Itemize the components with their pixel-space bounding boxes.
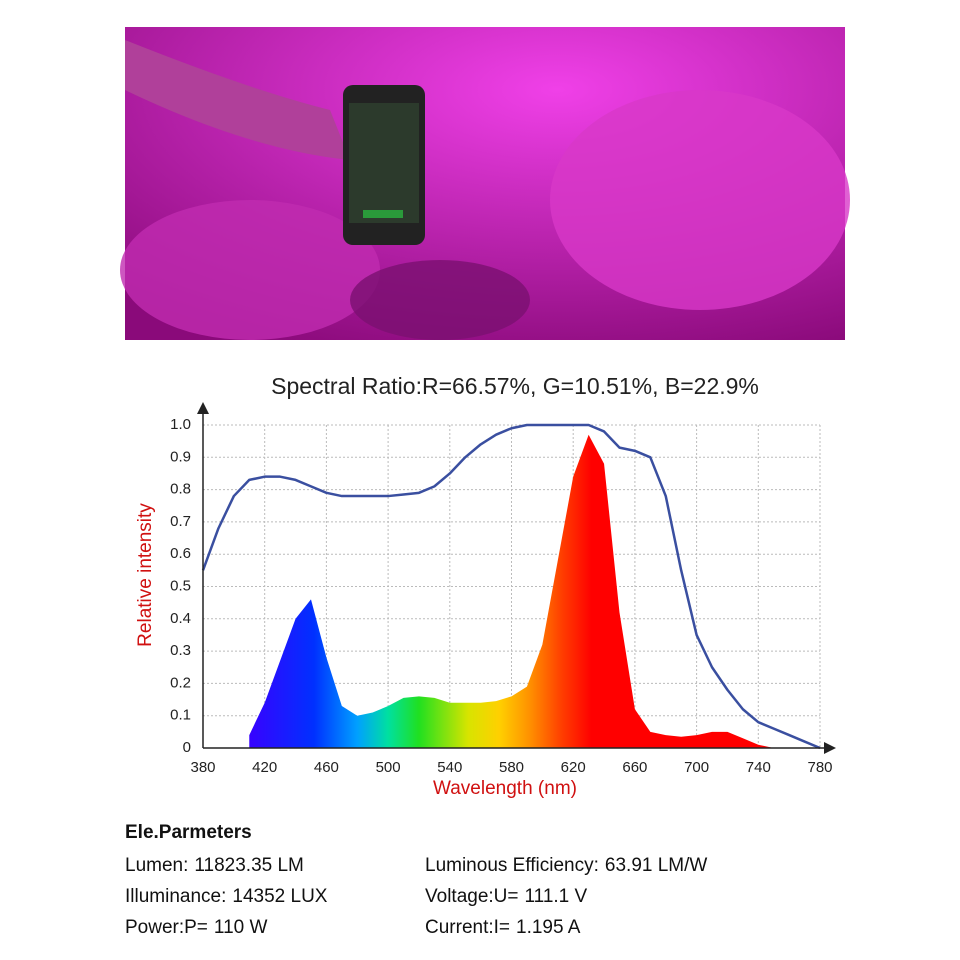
x-arrow [824,742,836,754]
x-tick-label: 500 [376,759,401,776]
x-tick-label: 460 [314,759,339,776]
parameter-value: 63.91 LM/W [604,855,708,876]
y-arrow [197,402,209,414]
y-tick-label: 0.9 [170,448,191,465]
parameter-label: Voltage:U= [425,886,519,907]
parameter-value: 111.1 V [524,886,588,907]
line [201,423,821,750]
y-axis-label: Relative intensity [135,503,156,647]
photo [120,27,850,340]
y-tick-label: 0.2 [170,674,191,691]
parameter-label: Current:I= [425,917,511,938]
x-tick-label: 540 [437,759,462,776]
parameter: Current:I= 1.195 A [425,917,580,939]
parameter-label: Illuminance: [125,886,227,907]
spectrum-area [249,434,774,748]
x-axis-label: Wavelength (nm) [433,778,577,799]
parameter-value: 110 W [213,917,268,938]
chart-title: Spectral Ratio:R=66.57%, G=10.51%, B=22.… [271,373,759,399]
y-tick-label: 0.1 [170,707,191,724]
parameter-value: 1.195 A [516,917,581,938]
parameter-label: Luminous Efficiency: [425,855,599,876]
x-tick-label: 420 [252,759,277,776]
y-tick-label: 0.7 [170,513,191,530]
parameter: Power:P= 110 W [125,917,267,939]
y-tick-label: 0.5 [170,577,191,594]
parameter: Voltage:U= 111.1 V [425,886,587,908]
parameter-label: Lumen: [125,855,189,876]
y-tick-label: 0 [183,739,191,756]
parameter: Illuminance: 14352 LUX [125,886,327,908]
x-tick-label: 660 [622,759,647,776]
parameter-value: 14352 LUX [232,886,328,907]
parameter: Lumen: 11823.35 LM [125,855,304,877]
y-tick-label: 0.6 [170,545,191,562]
parameter-value: 11823.35 LM [194,855,304,876]
x-tick-label: 700 [684,759,709,776]
x-tick-label: 380 [190,759,215,776]
y-tick-label: 0.8 [170,481,191,498]
parameter: Luminous Efficiency: 63.91 LM/W [425,855,707,877]
x-tick-label: 580 [499,759,524,776]
parameters-title: Ele.Parmeters [125,822,252,843]
x-tick-label: 780 [807,759,832,776]
y-tick-label: 1.0 [170,416,191,433]
x-tick-label: 620 [561,759,586,776]
y-tick-label: 0.3 [170,642,191,659]
y-tick-label: 0.4 [170,610,191,627]
plot-area: 0 0.1 0.2 0.3 0.4 0.5 0.6 0.7 0.8 0.9 1.0 380 420 460… [170,416,832,776]
x-tick-label: 740 [746,759,771,776]
parameter-label: Power:P= [125,917,208,938]
